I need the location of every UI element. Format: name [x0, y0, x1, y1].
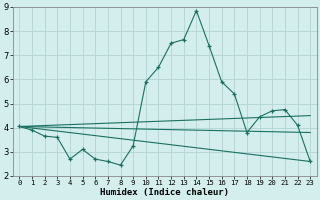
X-axis label: Humidex (Indice chaleur): Humidex (Indice chaleur) [100, 188, 229, 197]
